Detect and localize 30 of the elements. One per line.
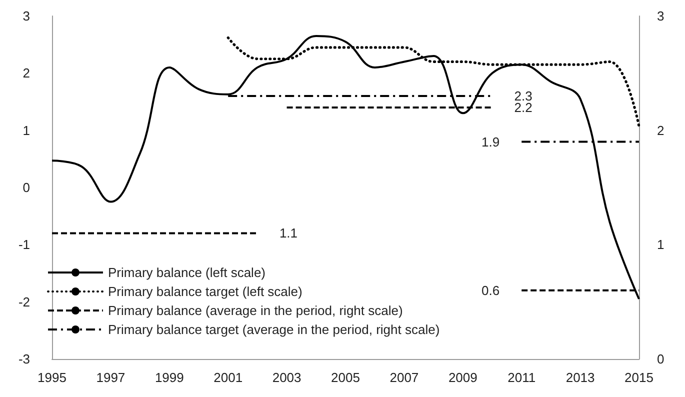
x-tick-label: 1999 [154, 370, 184, 385]
x-tick-label: 2001 [214, 370, 243, 385]
legend-label: Primary balance target (left scale) [108, 284, 302, 299]
y2-tick-label: 0 [657, 352, 664, 366]
x-tick-label: 2005 [331, 370, 360, 385]
x-tick-label: 2009 [448, 370, 478, 385]
y2-tick-label: 3 [657, 8, 664, 24]
y-tick-label: 1 [22, 122, 30, 138]
x-tick-label: 1995 [38, 370, 66, 385]
legend-label: Primary balance (average in the period, right scale) [108, 303, 403, 318]
y-tick-label: 3 [22, 8, 30, 24]
y-tick-label: -1 [18, 237, 30, 252]
y-tick-label: -3 [18, 352, 30, 366]
x-tick-label: 2007 [390, 370, 419, 385]
x-tick-label: 2013 [566, 370, 595, 385]
legend-label: Primary balance target (average in the period, right scale) [108, 322, 440, 337]
y-tick-label: -2 [18, 294, 30, 310]
line-series [51, 35, 640, 300]
data-label: 1.1 [279, 226, 298, 241]
y2-tick-label: 1 [657, 237, 664, 252]
legend-label: Primary balance (left scale) [108, 265, 266, 280]
data-label: 1.9 [482, 134, 500, 150]
y-tick-label: 2 [22, 66, 30, 81]
x-tick-label: 1997 [96, 370, 126, 385]
x-tick-label: 2015 [624, 370, 654, 385]
x-tick-label: 2003 [272, 370, 302, 385]
x-tick-label: 2011 [508, 370, 536, 385]
y2-tick-label: 2 [657, 122, 664, 138]
y-tick-label: 0 [22, 180, 30, 195]
data-label: 0.6 [482, 282, 500, 298]
